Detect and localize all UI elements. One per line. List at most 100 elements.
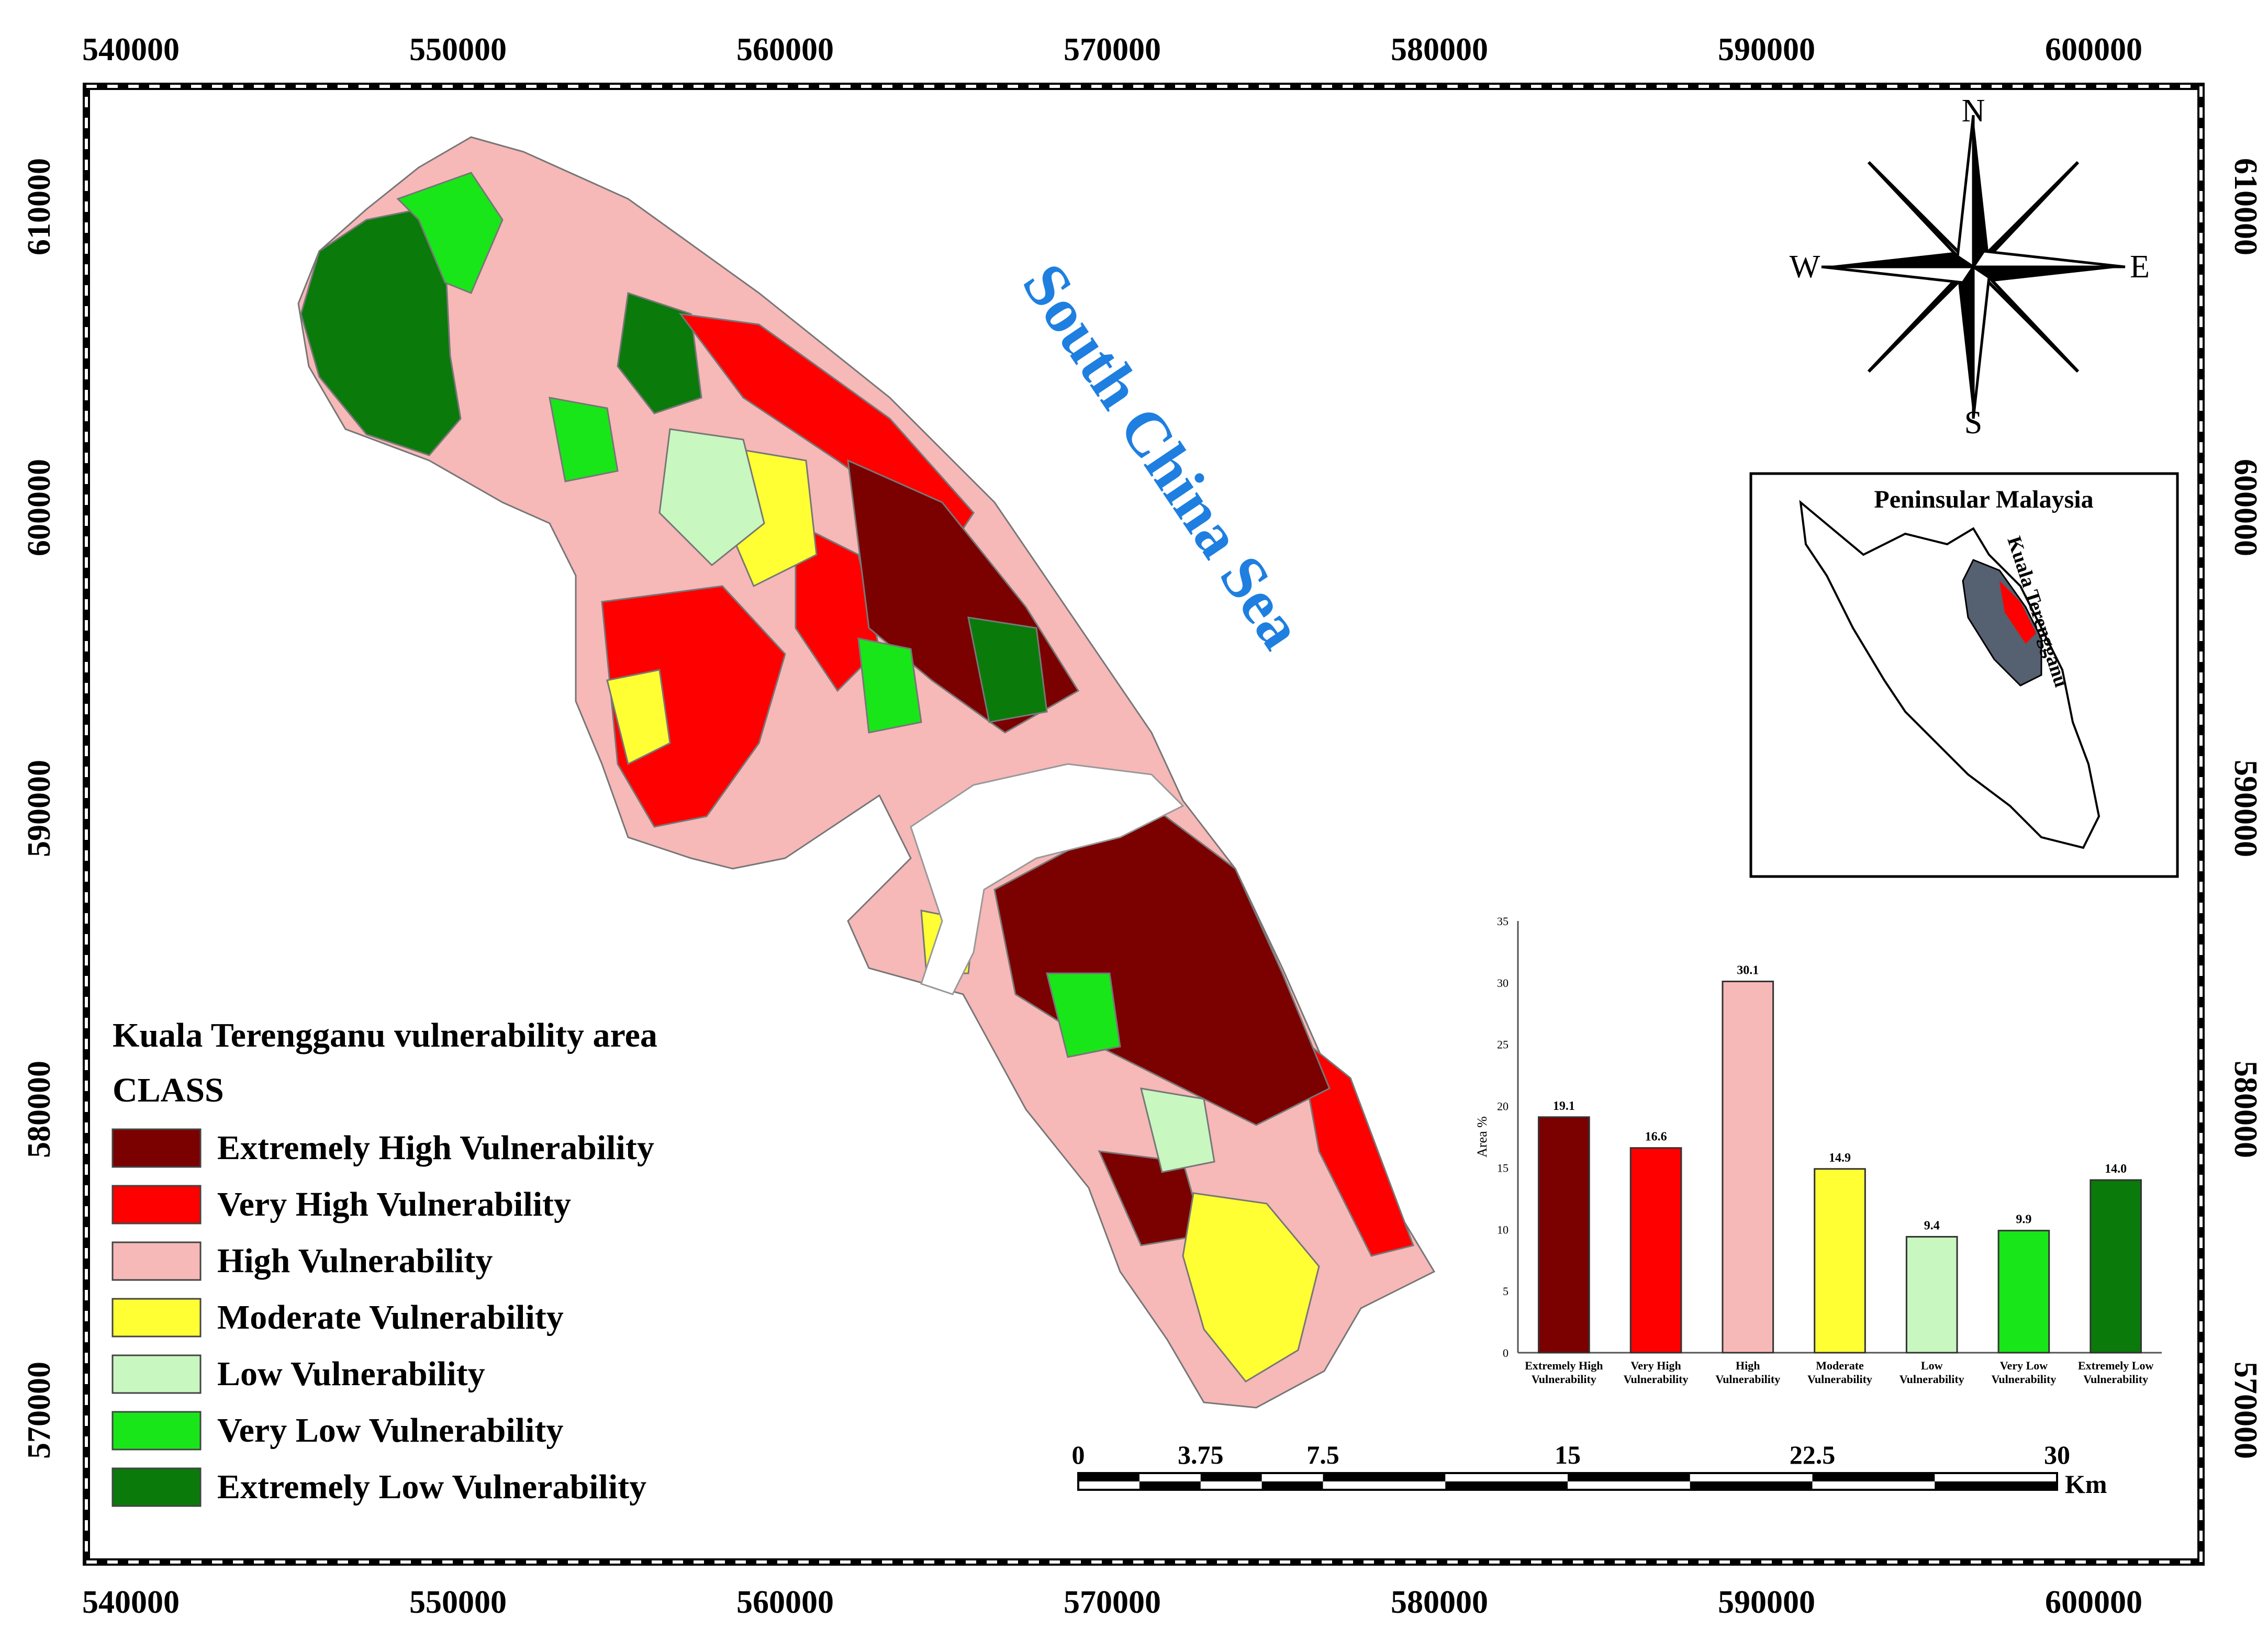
chart-y-tick: 30 xyxy=(1497,976,1509,990)
zone-low-north xyxy=(658,428,765,567)
zone-very-high-center xyxy=(795,522,880,692)
legend-swatch xyxy=(111,1185,202,1224)
zone-extremely-low-n xyxy=(617,292,702,414)
zone-very-high-west xyxy=(601,585,786,828)
y-grid-label-right: 580000 xyxy=(2228,1061,2263,1158)
chart-y-tick: 35 xyxy=(1497,915,1509,928)
chart-value-label: 16.6 xyxy=(1645,1130,1667,1144)
x-grid-label-top: 560000 xyxy=(736,32,834,68)
scale-bar-segment xyxy=(1690,1481,1813,1490)
chart-category-label: Extremely High xyxy=(1525,1359,1603,1372)
chart-bar xyxy=(1997,1230,2050,1354)
chart-category-label: Vulnerability xyxy=(1715,1373,1780,1386)
x-grid-label-bottom: 570000 xyxy=(1064,1585,1161,1620)
x-grid-label-bottom: 550000 xyxy=(409,1585,507,1620)
chart-value-label: 14.9 xyxy=(1829,1151,1851,1165)
x-grid-label-bottom: 600000 xyxy=(2045,1585,2142,1620)
chart-category-label: Vulnerability xyxy=(1807,1373,1872,1386)
legend-label: High Vulnerability xyxy=(217,1242,493,1280)
legend-title: Kuala Terengganu vulnerability area xyxy=(113,1016,657,1054)
chart-y-label: Area % xyxy=(1474,1116,1490,1158)
chart-bar xyxy=(1629,1147,1682,1354)
legend-swatch xyxy=(111,1241,202,1281)
chart-category-label: High xyxy=(1736,1359,1760,1372)
chart-category-label: Very High xyxy=(1630,1359,1681,1372)
chart-bar xyxy=(1722,981,1774,1354)
chart-y-tick: 5 xyxy=(1503,1285,1509,1298)
chart-bar xyxy=(1814,1168,1866,1354)
chart-y-tick: 10 xyxy=(1497,1223,1509,1236)
inset-title: Peninsular Malaysia xyxy=(1874,486,2093,513)
river-estuary xyxy=(910,763,1185,995)
y-grid-label-left: 580000 xyxy=(21,1061,57,1158)
scale-bar-label: 15 xyxy=(1555,1440,1581,1469)
legend: Kuala Terengganu vulnerability area CLAS… xyxy=(111,1016,657,1507)
scale-bar-segment xyxy=(1078,1473,1139,1481)
peninsula-outline xyxy=(1799,500,2101,849)
chart-category-label: Very Low xyxy=(2000,1359,2048,1372)
compass-w: W xyxy=(1790,249,1820,285)
chart-category-label: Vulnerability xyxy=(1532,1373,1596,1386)
legend-label: Very High Vulnerability xyxy=(217,1185,571,1223)
scale-bar-segment xyxy=(1812,1473,1935,1481)
zone-moderate-west xyxy=(606,669,671,766)
legend-subtitle: CLASS xyxy=(113,1071,224,1109)
chart-category-label: Vulnerability xyxy=(1624,1373,1689,1386)
y-grid-label-right: 590000 xyxy=(2228,760,2263,857)
terengganu-state xyxy=(1962,559,2042,687)
chart-y-tick: 0 xyxy=(1503,1346,1509,1360)
zone-moderate-south xyxy=(1182,1192,1320,1383)
zone-very-low-south xyxy=(1046,972,1121,1058)
scale-bar-segment xyxy=(1935,1481,2057,1490)
scale-bar-label: 7.5 xyxy=(1306,1440,1339,1469)
north-arrow: N S W E xyxy=(1790,93,2150,441)
chart-value-label: 9.4 xyxy=(1924,1219,1940,1232)
legend-swatch xyxy=(111,1411,202,1451)
y-grid-label-left: 610000 xyxy=(21,158,57,255)
grid-labels: 540000 540000 550000 550000 560000 560000 5700… xyxy=(21,32,2263,1620)
zone-extremely-low-nw xyxy=(300,208,462,456)
zone-very-high-se xyxy=(1297,1034,1414,1257)
y-grid-label-right: 570000 xyxy=(2228,1362,2263,1459)
x-grid-label-top: 590000 xyxy=(1718,32,1815,68)
zone-very-low-center xyxy=(857,637,922,734)
x-grid-label-top: 570000 xyxy=(1064,32,1161,68)
chart-category-label: Vulnerability xyxy=(1991,1373,2056,1386)
y-grid-label-left: 590000 xyxy=(21,760,57,857)
x-grid-label-bottom: 580000 xyxy=(1391,1585,1488,1620)
chart-value-label: 19.1 xyxy=(1553,1099,1575,1113)
legend-swatch xyxy=(111,1354,202,1394)
x-grid-label-bottom: 540000 xyxy=(82,1585,180,1620)
legend-swatch xyxy=(111,1467,202,1507)
chart-category-label: Extremely Low xyxy=(2078,1359,2154,1372)
scale-bar-label: 0 xyxy=(1072,1440,1085,1469)
legend-swatch xyxy=(111,1128,202,1168)
scale-bar-segment xyxy=(1323,1473,1446,1481)
x-grid-label-top: 540000 xyxy=(82,32,180,68)
chart-value-label: 9.9 xyxy=(2016,1213,2031,1227)
chart-bar xyxy=(1538,1116,1590,1354)
x-grid-label-top: 580000 xyxy=(1391,32,1488,68)
x-grid-label-bottom: 560000 xyxy=(736,1585,834,1620)
zone-very-low-n2 xyxy=(549,397,619,482)
inset-map: Peninsular Malaysia Kuala Terengganu xyxy=(1749,472,2179,878)
chart-value-label: 14.0 xyxy=(2105,1162,2127,1176)
chart-category-label: Vulnerability xyxy=(1900,1373,1964,1386)
chart-y-tick: 15 xyxy=(1497,1161,1509,1174)
x-grid-label-top: 600000 xyxy=(2045,32,2142,68)
compass-e: E xyxy=(2130,249,2150,285)
scale-bar-label: 30 xyxy=(2044,1440,2070,1469)
scale-bar-segment xyxy=(1445,1481,1568,1490)
y-grid-label-right: 610000 xyxy=(2228,158,2263,255)
scale-bar-unit: Km xyxy=(2065,1469,2107,1499)
chart-category-label: Low xyxy=(1921,1359,1943,1372)
y-grid-label-right: 600000 xyxy=(2228,459,2263,556)
x-grid-label-bottom: 590000 xyxy=(1718,1585,1815,1620)
y-grid-label-left: 600000 xyxy=(21,459,57,556)
chart-category-label: Vulnerability xyxy=(2083,1373,2148,1386)
kuala-terengganu-highlight xyxy=(1999,581,2036,644)
legend-label: Low Vulnerability xyxy=(217,1355,485,1393)
